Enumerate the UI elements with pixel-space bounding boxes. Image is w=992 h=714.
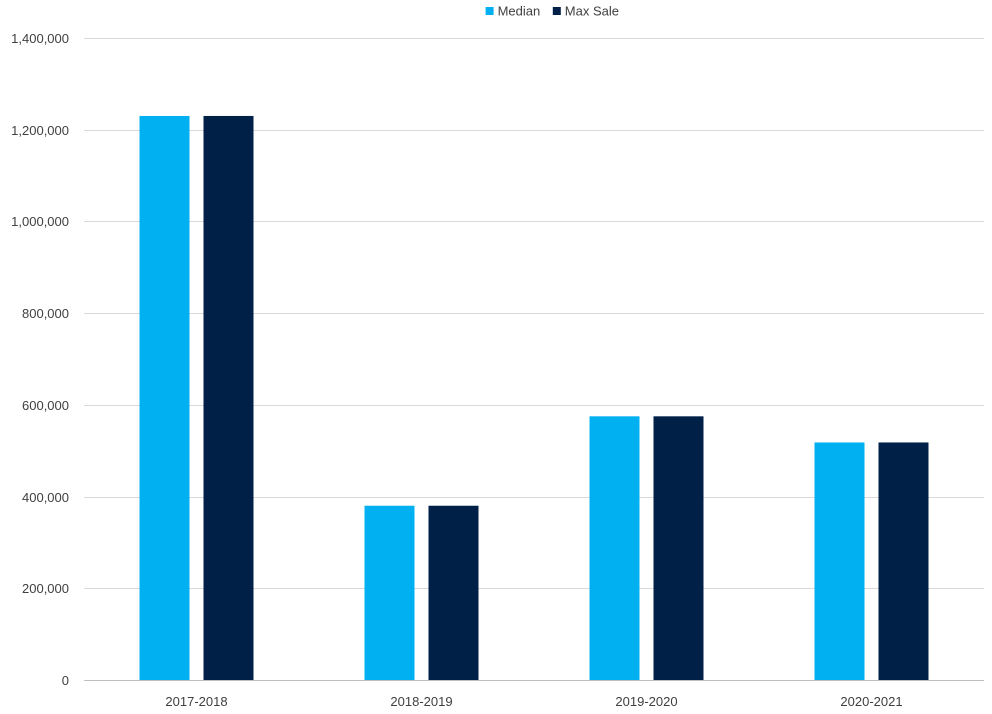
legend: Median Max Sale [485, 4, 619, 19]
y-tick-label: 200,000 [22, 581, 69, 596]
bar-median-2018-2019 [364, 505, 415, 680]
y-tick-label: 1,000,000 [11, 214, 69, 229]
bar-median-2019-2020 [589, 416, 640, 680]
legend-item: Max Sale [552, 4, 619, 19]
y-tick-label: 1,400,000 [11, 31, 69, 46]
bar-median-2017-2018 [139, 115, 190, 680]
x-tick-label: 2020-2021 [840, 694, 902, 709]
x-tick-label: 2018-2019 [390, 694, 452, 709]
legend-item: Median [485, 4, 541, 19]
bar-max-sale-2019-2020 [653, 416, 704, 680]
bar-max-sale-2017-2018 [203, 115, 254, 680]
x-tick-label: 2019-2020 [615, 694, 677, 709]
x-tick-label: 2017-2018 [165, 694, 227, 709]
bar-max-sale-2020-2021 [878, 442, 929, 680]
y-tick-label: 800,000 [22, 306, 69, 321]
legend-swatch [552, 7, 561, 15]
y-tick-label: 600,000 [22, 398, 69, 413]
bar-max-sale-2018-2019 [428, 505, 479, 680]
y-tick-label: 400,000 [22, 490, 69, 505]
bar-median-2020-2021 [814, 442, 865, 680]
y-tick-label: 0 [62, 673, 69, 688]
legend-swatch [485, 7, 494, 15]
y-tick-label: 1,200,000 [11, 123, 69, 138]
bars [139, 115, 929, 680]
legend-label: Max Sale [565, 4, 619, 19]
axes: 0 200,000 400,000 600,000 800,000 1,000,000 1,… [11, 31, 902, 709]
legend-label: Median [498, 4, 541, 19]
